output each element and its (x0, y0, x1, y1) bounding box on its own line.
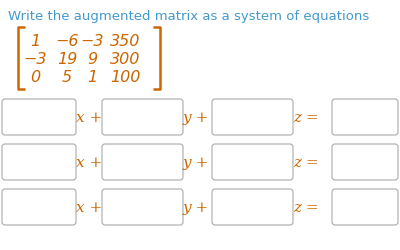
FancyBboxPatch shape (2, 189, 76, 225)
FancyBboxPatch shape (102, 144, 183, 180)
Text: −3: −3 (23, 52, 47, 67)
Text: x +: x + (76, 156, 102, 169)
FancyBboxPatch shape (332, 189, 398, 225)
Text: −6: −6 (55, 34, 79, 49)
Text: 0: 0 (30, 70, 40, 85)
Text: 100: 100 (110, 70, 140, 85)
Text: 1: 1 (87, 70, 97, 85)
FancyBboxPatch shape (212, 189, 293, 225)
Text: z =: z = (293, 110, 319, 124)
FancyBboxPatch shape (102, 189, 183, 225)
Text: 9: 9 (87, 52, 97, 67)
Text: y +: y + (183, 156, 209, 169)
Text: 350: 350 (110, 34, 140, 49)
Text: x +: x + (76, 200, 102, 214)
Text: 5: 5 (62, 70, 72, 85)
Text: −3: −3 (80, 34, 104, 49)
FancyBboxPatch shape (212, 100, 293, 136)
Text: z =: z = (293, 200, 319, 214)
FancyBboxPatch shape (2, 100, 76, 136)
FancyBboxPatch shape (332, 144, 398, 180)
FancyBboxPatch shape (2, 144, 76, 180)
Text: 1: 1 (30, 34, 40, 49)
Text: Write the augmented matrix as a system of equations: Write the augmented matrix as a system o… (8, 10, 369, 23)
Text: x +: x + (76, 110, 102, 124)
FancyBboxPatch shape (102, 100, 183, 136)
FancyBboxPatch shape (212, 144, 293, 180)
Text: 300: 300 (110, 52, 140, 67)
FancyBboxPatch shape (332, 100, 398, 136)
Text: 19: 19 (57, 52, 77, 67)
Text: y +: y + (183, 200, 209, 214)
Text: z =: z = (293, 156, 319, 169)
Text: y +: y + (183, 110, 209, 124)
